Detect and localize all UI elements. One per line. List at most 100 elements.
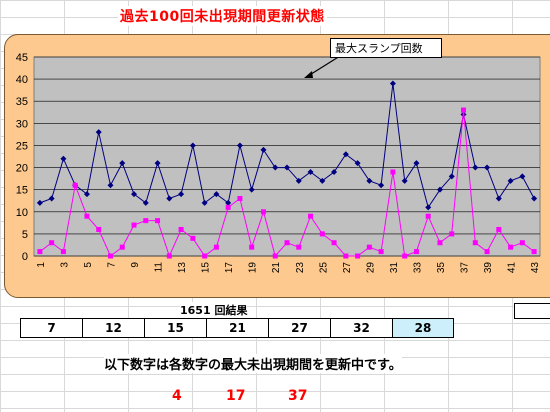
data-point — [154, 160, 161, 167]
data-point — [236, 142, 243, 149]
data-point — [354, 160, 361, 167]
result-number-cell[interactable]: 15 — [145, 319, 207, 337]
x-tick-label: 19 — [248, 262, 259, 274]
data-point — [155, 218, 161, 224]
data-point — [437, 240, 443, 246]
data-point — [96, 226, 102, 232]
data-point — [331, 168, 338, 175]
data-point — [202, 253, 208, 259]
x-tick-label: 11 — [154, 262, 165, 273]
x-tick-label: 1 — [36, 262, 47, 268]
data-point — [413, 249, 419, 255]
data-point — [260, 209, 266, 215]
x-tick-label: 5 — [83, 262, 94, 268]
data-point — [143, 218, 149, 224]
data-point — [342, 151, 349, 158]
data-point — [531, 195, 538, 202]
x-tick-label: 29 — [365, 262, 376, 274]
data-point — [201, 199, 208, 206]
x-tick-label: 31 — [389, 262, 400, 274]
data-point — [272, 164, 279, 171]
data-point — [225, 204, 231, 210]
data-point — [131, 191, 138, 198]
y-tick-label: 25 — [16, 140, 28, 152]
result-label: 1651 回結果 — [180, 302, 248, 318]
data-point — [72, 182, 78, 188]
y-tick-label: 35 — [16, 96, 28, 108]
data-point — [190, 235, 196, 241]
data-point — [225, 199, 232, 206]
callout-arrow — [307, 55, 341, 77]
updating-number: 37 — [288, 388, 308, 404]
data-point — [508, 244, 514, 250]
x-tick-label: 9 — [130, 262, 141, 268]
data-point — [519, 240, 525, 246]
page-title: 過去100回未出現期間更新状態 — [118, 6, 327, 26]
result-number-cell[interactable]: 21 — [207, 319, 269, 337]
result-number-cell[interactable]: 7 — [21, 319, 83, 337]
data-point — [307, 168, 314, 175]
data-point — [284, 164, 290, 171]
data-point — [472, 240, 478, 246]
data-point — [390, 169, 396, 175]
data-point — [319, 231, 325, 237]
y-tick-label: 5 — [22, 229, 28, 241]
bonus-number-cell[interactable]: 28 — [393, 319, 453, 337]
data-point — [37, 249, 43, 255]
data-point — [84, 213, 90, 219]
data-point — [472, 164, 479, 171]
data-point — [425, 213, 431, 219]
data-point — [107, 253, 113, 259]
x-tick-label: 27 — [342, 262, 353, 274]
data-point — [49, 240, 55, 246]
data-point — [119, 160, 126, 167]
data-point — [260, 146, 267, 153]
empty-cell-box[interactable] — [514, 303, 550, 319]
data-point — [484, 249, 490, 255]
data-point — [484, 164, 491, 171]
data-point — [295, 177, 302, 184]
y-tick-label: 10 — [16, 207, 28, 219]
data-point — [402, 253, 408, 259]
result-numbers-row: 7 12 15 21 27 32 28 — [20, 318, 454, 338]
max-slump-callout: 最大スランプ回数 — [330, 38, 442, 58]
x-tick-label: 15 — [201, 262, 212, 274]
x-tick-label: 13 — [177, 262, 188, 274]
data-point — [401, 177, 408, 184]
x-tick-label: 41 — [507, 262, 518, 274]
result-number-cell[interactable]: 12 — [83, 319, 145, 337]
x-tick-label: 21 — [271, 262, 282, 274]
data-point — [237, 196, 243, 202]
data-point — [95, 129, 102, 136]
x-tick-label: 25 — [318, 262, 329, 274]
data-point — [436, 186, 443, 193]
data-point — [178, 191, 185, 198]
x-tick-label: 7 — [106, 262, 117, 268]
data-point — [213, 191, 220, 198]
data-point — [495, 195, 502, 202]
result-number-cell[interactable]: 27 — [269, 319, 331, 337]
data-point — [166, 253, 172, 259]
data-point — [448, 173, 455, 180]
x-tick-label: 3 — [59, 262, 70, 268]
data-point — [142, 199, 149, 206]
data-point — [60, 249, 66, 255]
x-tick-label: 39 — [483, 262, 494, 274]
data-point — [378, 182, 385, 189]
x-tick-label: 37 — [460, 262, 471, 274]
note-text: 以下数字は各数字の最大未出現期間を更新中です。 — [104, 354, 402, 373]
data-point — [425, 204, 432, 211]
x-tick-label: 17 — [224, 262, 235, 274]
result-number-cell[interactable]: 32 — [331, 319, 393, 337]
plot-area — [33, 56, 541, 257]
y-tick-label: 0 — [22, 251, 28, 263]
data-point — [461, 107, 467, 113]
callout-arrowhead — [304, 71, 313, 78]
data-point — [60, 155, 67, 162]
y-tick-label: 40 — [16, 74, 28, 86]
data-point — [366, 177, 373, 184]
data-point — [378, 249, 384, 255]
x-tick-label: 23 — [295, 262, 306, 274]
data-point — [496, 226, 502, 232]
